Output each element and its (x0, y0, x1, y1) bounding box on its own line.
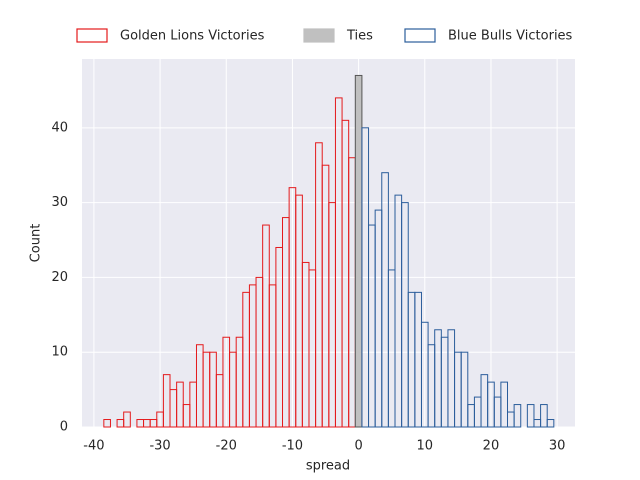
x-tick-label: 10 (417, 439, 434, 454)
legend-swatch (76, 28, 108, 43)
x-axis-label: spread (306, 459, 350, 474)
bar (460, 351, 469, 428)
bars (103, 74, 555, 428)
x-tick-label: -30 (149, 439, 170, 454)
x-tick-label: -20 (216, 439, 237, 454)
y-tick-label: 20 (51, 270, 68, 285)
bar (103, 419, 111, 428)
x-tick-label: -40 (83, 439, 104, 454)
y-tick-label: 40 (51, 120, 68, 135)
y-axis-label: Count (29, 224, 44, 263)
bar (500, 381, 509, 428)
legend: Golden Lions Victories Ties Blue Bulls Vic… (76, 28, 573, 44)
legend-label: Blue Bulls Victories (448, 29, 573, 44)
legend-label: Golden Lions Victories (120, 29, 265, 44)
bar (123, 411, 131, 428)
x-tick-label: 20 (483, 439, 500, 454)
y-tick-label: 30 (51, 195, 68, 210)
x-tick-label: 0 (354, 439, 362, 454)
x-tick-label: -10 (282, 439, 303, 454)
legend-swatch (303, 28, 335, 43)
bar (526, 404, 535, 428)
legend-swatch (404, 28, 436, 43)
bar (540, 404, 548, 428)
bar (513, 404, 522, 428)
bar (546, 419, 555, 428)
x-tick-label: 30 (549, 439, 566, 454)
legend-label: Ties (346, 29, 373, 44)
y-tick-label: 0 (60, 420, 68, 435)
bar (354, 74, 363, 428)
y-tick-label: 10 (51, 345, 68, 360)
